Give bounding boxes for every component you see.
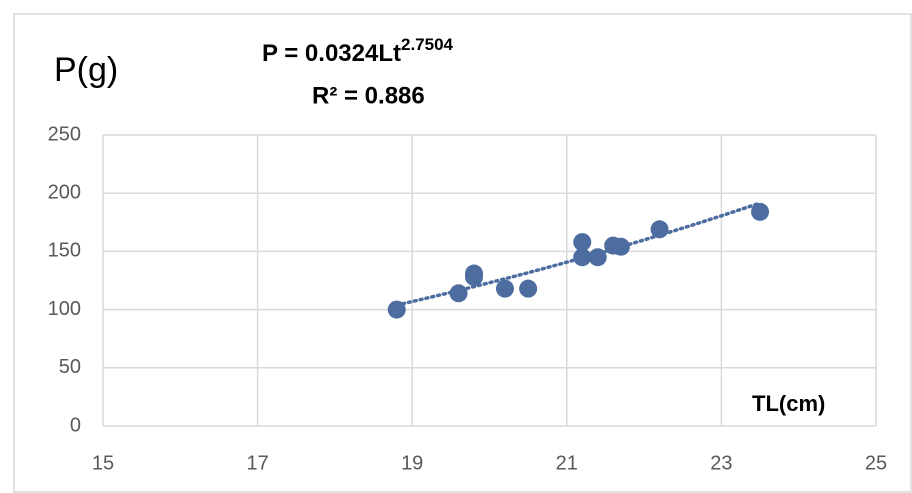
equation-text: P = 0.0324Lt (262, 40, 401, 67)
scatter-point (519, 279, 538, 298)
x-tick-label: 23 (710, 452, 732, 474)
scatter-point (465, 268, 484, 287)
scatter-point (387, 300, 406, 319)
scatter-point (573, 248, 592, 267)
x-tick-label: 19 (401, 452, 423, 474)
y-tick-label: 0 (70, 414, 81, 436)
y-tick-label: 200 (48, 181, 81, 203)
y-tick-label: 100 (48, 298, 81, 320)
x-tick-label: 25 (865, 452, 887, 474)
scatter-point (449, 284, 468, 303)
x-axis-title: TL(cm) (752, 391, 825, 416)
scatter-point (495, 279, 514, 298)
chart-frame (13, 13, 912, 493)
y-axis-title: P(g) (54, 51, 118, 89)
scatter-point (751, 202, 770, 221)
equation: P = 0.0324Lt2.7504 (262, 35, 454, 67)
scatter-point (650, 220, 669, 239)
r-squared: R² = 0.886 (312, 82, 425, 109)
x-tick-label: 15 (92, 452, 114, 474)
y-tick-label: 50 (59, 356, 81, 378)
scatter-point (611, 237, 630, 256)
scatter-point (588, 248, 607, 267)
x-tick-label: 17 (246, 452, 268, 474)
y-tick-label: 250 (48, 123, 81, 145)
scatter-point (573, 233, 592, 252)
x-tick-label: 21 (556, 452, 578, 474)
equation-exponent: 2.7504 (401, 35, 454, 54)
y-tick-label: 150 (48, 240, 81, 262)
